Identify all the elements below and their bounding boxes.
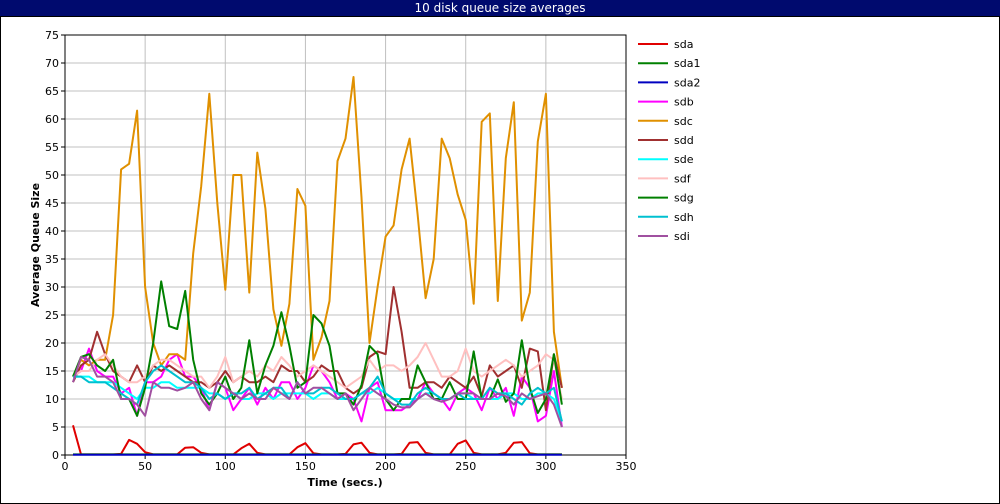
y-tick-label: 20 xyxy=(45,337,59,350)
x-tick-label: 100 xyxy=(215,460,236,473)
x-tick-label: 50 xyxy=(138,460,152,473)
y-tick-label: 75 xyxy=(45,29,59,42)
legend-label-sdc: sdc xyxy=(674,115,693,128)
legend-label-sdi: sdi xyxy=(674,230,690,243)
y-tick-label: 70 xyxy=(45,57,59,70)
legend-label-sdh: sdh xyxy=(674,211,694,224)
y-tick-label: 40 xyxy=(45,225,59,238)
legend-label-sda1: sda1 xyxy=(674,57,700,70)
y-tick-label: 65 xyxy=(45,85,59,98)
legend-label-sda: sda xyxy=(674,38,693,51)
y-axis: 0 5 10 15 20 25 30 35 40 45 50 55 60 65 70 75 xyxy=(45,29,65,462)
y-tick-label: 10 xyxy=(45,393,59,406)
x-axis: 0 50 100 150 200 250 300 350 xyxy=(62,455,637,473)
legend-label-sdb: sdb xyxy=(674,96,694,109)
x-axis-label: Time (secs.) xyxy=(307,476,382,489)
y-tick-label: 30 xyxy=(45,281,59,294)
series-lines xyxy=(72,76,563,456)
x-tick-label: 200 xyxy=(375,460,396,473)
y-tick-label: 60 xyxy=(45,113,59,126)
x-tick-label: 350 xyxy=(616,460,637,473)
y-tick-label: 45 xyxy=(45,197,59,210)
legend: sda sda1 sda2 sdb sdc sdd sde sdf sdg sdh sdi xyxy=(638,38,700,243)
y-axis-label: Average Queue Size xyxy=(29,183,42,307)
series-line-sdc xyxy=(72,76,563,388)
y-tick-label: 35 xyxy=(45,253,59,266)
series-line-sda xyxy=(72,425,562,456)
legend-label-sdf: sdf xyxy=(674,172,692,185)
series-line-sdf xyxy=(72,342,563,400)
y-tick-label: 25 xyxy=(45,309,59,322)
legend-label-sdg: sdg xyxy=(674,192,694,205)
y-tick-label: 0 xyxy=(52,449,59,462)
chart-title: 10 disk queue size averages xyxy=(0,0,1000,16)
legend-label-sda2: sda2 xyxy=(674,76,700,89)
x-tick-label: 150 xyxy=(295,460,316,473)
series-line-sdi xyxy=(72,356,563,428)
x-tick-label: 250 xyxy=(455,460,476,473)
plot-area-border xyxy=(64,34,627,456)
legend-label-sde: sde xyxy=(674,153,694,166)
series-line-sdg xyxy=(72,280,563,417)
x-tick-label: 300 xyxy=(535,460,556,473)
y-tick-label: 15 xyxy=(45,365,59,378)
y-tick-label: 5 xyxy=(52,421,59,434)
grid-lines xyxy=(64,34,627,456)
y-tick-label: 55 xyxy=(45,141,59,154)
y-tick-label: 50 xyxy=(45,169,59,182)
x-tick-label: 0 xyxy=(62,460,69,473)
legend-label-sdd: sdd xyxy=(674,134,694,147)
